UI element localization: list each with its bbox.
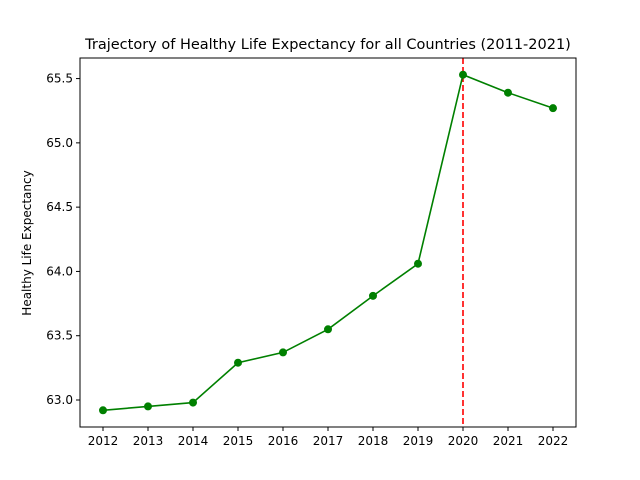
y-axis-label: Healthy Life Expectancy — [20, 170, 34, 315]
data-point-2016 — [279, 348, 287, 357]
plot-area: 2012 2013 2014 2015 2016 2017 2018 2019 2020 2021… — [46, 58, 568, 448]
x-tick-label-2014: 2014 — [178, 434, 209, 448]
x-tick-label-2021: 2021 — [493, 434, 524, 448]
data-point-2020 — [459, 70, 467, 79]
data-point-2022 — [549, 104, 557, 113]
y-tick-label-65.0: 65.0 — [46, 136, 73, 150]
chart-title: Trajectory of Healthy Life Expectancy fo… — [84, 37, 571, 53]
data-point-2017 — [324, 325, 332, 334]
y-tick-label-63.0: 63.0 — [46, 393, 73, 407]
x-tick-label-2022: 2022 — [538, 434, 569, 448]
x-tick-label-2017: 2017 — [313, 434, 344, 448]
x-tick-label-2015: 2015 — [223, 434, 254, 448]
x-tick-label-2019: 2019 — [403, 434, 434, 448]
data-point-2019 — [414, 259, 422, 268]
axes-frame — [79, 57, 577, 428]
x-tick-label-2020: 2020 — [448, 434, 479, 448]
y-tick-label-65.5: 65.5 — [46, 72, 73, 86]
y-tick-label-64.5: 64.5 — [46, 200, 73, 214]
data-point-2014 — [189, 398, 197, 407]
data-point-2013 — [144, 402, 152, 411]
y-tick-label-63.5: 63.5 — [46, 329, 73, 343]
y-tick-label-64.0: 64.0 — [46, 264, 73, 278]
data-point-2012 — [99, 406, 107, 415]
data-point-2021 — [504, 88, 512, 97]
x-tick-label-2018: 2018 — [358, 434, 389, 448]
x-tick-label-2013: 2013 — [133, 434, 164, 448]
x-tick-label-2012: 2012 — [88, 434, 119, 448]
data-point-2018 — [369, 291, 377, 300]
data-point-2015 — [234, 358, 242, 367]
x-tick-label-2016: 2016 — [268, 434, 299, 448]
